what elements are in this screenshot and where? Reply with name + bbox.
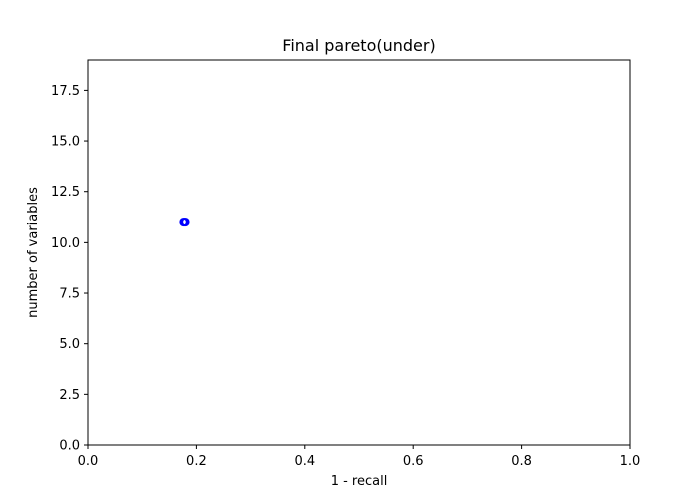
x-axis-ticks: 0.0 0.2 0.4 0.6 0.8 1.0	[78, 445, 641, 469]
x-tick-label: 0.8	[511, 454, 532, 469]
x-tick-label: 1.0	[620, 454, 641, 469]
plot-frame	[87, 59, 631, 446]
y-tick-label: 10.0	[51, 236, 80, 251]
y-tick-label: 5.0	[59, 337, 80, 352]
y-tick-label: 12.5	[51, 185, 80, 200]
y-tick-label: 15.0	[51, 135, 80, 150]
x-tick-label: 0.6	[403, 454, 424, 469]
points-layer	[179, 218, 190, 227]
y-axis-label: number of variables	[26, 187, 41, 318]
plot-area	[88, 60, 630, 445]
y-tick-label: 2.5	[59, 388, 80, 403]
scatter-point	[181, 218, 190, 227]
x-tick-label: 0.4	[294, 454, 315, 469]
y-tick-label: 17.5	[51, 84, 80, 99]
x-axis-label: 1 - recall	[331, 474, 388, 489]
x-tick-label: 0.0	[78, 454, 99, 469]
y-axis-ticks: 0.0 2.5 5.0 7.5 10.0 12.5 15.0 17.5	[51, 84, 88, 454]
y-tick-label: 7.5	[59, 287, 80, 302]
chart-title: Final pareto(under)	[282, 36, 435, 55]
y-tick-label: 0.0	[59, 439, 80, 454]
x-tick-label: 0.2	[186, 454, 207, 469]
